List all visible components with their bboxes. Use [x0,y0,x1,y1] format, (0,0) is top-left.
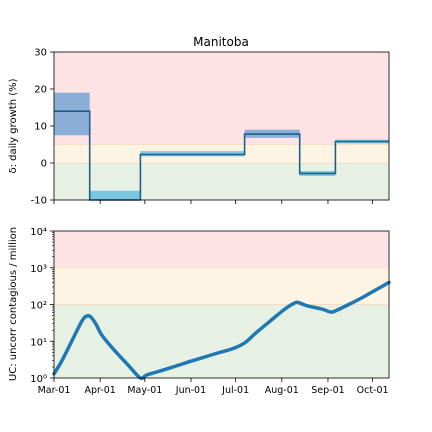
contagious-xtick-label-4: Jul-01 [221,385,249,396]
contagious-band-0 [54,231,389,268]
chart-title: Manitoba [193,35,249,49]
contagious-xtick-label-2: May-01 [127,385,162,396]
contagious-xtick-label-1: Apr-01 [84,385,115,396]
daily-growth-panel: -10 0 10 20 30 δ: daily growth (%) [8,48,390,207]
contagious-xtick-label-0: Mar-01 [38,385,71,396]
contagious-ytick-label-3: 10³ [30,264,47,275]
contagious-ylabel: UC: uncorr contagious / million [8,227,19,381]
growth-step-line [54,110,389,201]
contagious-panel: 10⁰ 10¹ 10² 10³ 10⁴ Mar-01 Apr-01 May-01 Jun-01 J… [8,227,391,396]
growth-band-0 [54,52,389,145]
contagious-band-2 [54,304,389,378]
growth-ytick-label-1: 0 [41,159,47,170]
growth-ytick-label-0: -10 [31,196,47,207]
contagious-xtick-label-7: Oct-01 [357,385,389,396]
contagious-xtick-label-3: Jun-01 [175,385,206,396]
contagious-xtick-label-6: Sep-01 [311,385,344,396]
growth-ytick-label-2: 10 [34,122,47,133]
daily-growth-ylabel: δ: daily growth (%) [8,78,19,173]
growth-range-1 [89,190,141,200]
contagious-axes: 10⁰ 10¹ 10² 10³ 10⁴ Mar-01 Apr-01 May-01 Jun-01 J… [30,227,390,396]
daily-growth-axes: -10 0 10 20 30 [31,48,390,207]
growth-ytick-label-4: 30 [34,48,47,59]
daily-growth-steps [54,110,389,201]
contagious-ytick-label-0: 10⁰ [30,374,47,385]
contagious-ytick-label-2: 10² [30,301,47,312]
contagious-curve [52,280,391,381]
contagious-ytick-label-4: 10⁴ [30,227,47,238]
contagious-ytick-label-1: 10¹ [30,337,47,348]
daily-growth-threshold-bands [54,52,389,200]
contagious-xtick-label-5: Aug-01 [265,385,299,396]
contagious-series-line [52,280,391,381]
contagious-band-1 [54,267,389,305]
growth-ytick-label-3: 20 [34,85,47,96]
contagious-threshold-bands [54,231,389,378]
growth-range-0 [54,92,90,136]
